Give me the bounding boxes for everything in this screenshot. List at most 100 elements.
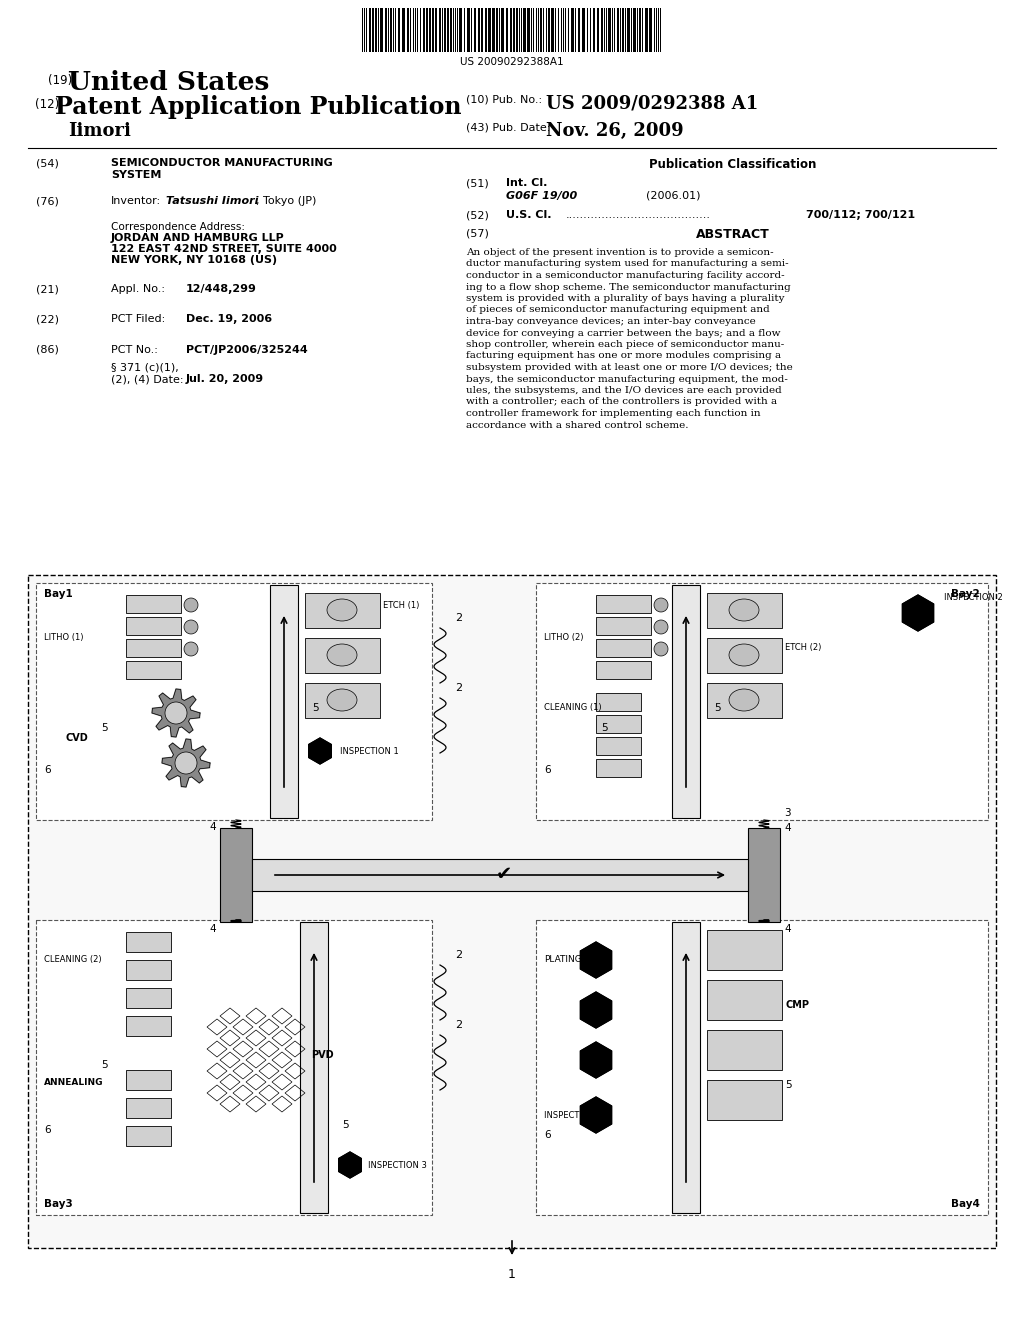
Bar — [597, 8, 599, 51]
Text: Correspondence Address:: Correspondence Address: — [111, 222, 245, 232]
Bar — [707, 1030, 782, 1071]
Bar — [220, 828, 252, 921]
Bar — [492, 8, 495, 51]
Bar — [126, 1126, 171, 1146]
Bar — [474, 8, 476, 51]
Text: Iimori: Iimori — [68, 121, 131, 140]
Bar — [523, 8, 526, 51]
Text: SEMICONDUCTOR MANUFACTURING: SEMICONDUCTOR MANUFACTURING — [111, 158, 333, 168]
Bar — [506, 8, 508, 51]
Bar — [622, 8, 624, 51]
Circle shape — [654, 642, 668, 656]
Text: 6: 6 — [544, 766, 551, 775]
Bar — [596, 639, 651, 657]
Text: 6: 6 — [544, 1130, 551, 1140]
Text: 5: 5 — [785, 1080, 792, 1090]
FancyBboxPatch shape — [536, 583, 988, 820]
Text: (57): (57) — [466, 228, 488, 238]
Ellipse shape — [729, 599, 759, 620]
Bar — [126, 987, 171, 1008]
Text: (21): (21) — [36, 284, 58, 294]
Bar — [540, 8, 542, 51]
Text: ETCH (1): ETCH (1) — [383, 601, 420, 610]
Bar — [596, 737, 641, 755]
Bar — [305, 682, 380, 718]
Text: INSPECTION 3: INSPECTION 3 — [368, 1160, 427, 1170]
Bar — [582, 8, 585, 51]
Bar — [596, 661, 651, 678]
Text: 5: 5 — [714, 704, 721, 713]
Bar — [488, 8, 490, 51]
Text: , Tokyo (JP): , Tokyo (JP) — [256, 195, 316, 206]
Bar — [527, 8, 530, 51]
Bar — [435, 8, 437, 51]
Text: subsystem provided with at least one or more I/O devices; the: subsystem provided with at least one or … — [466, 363, 793, 372]
Bar — [672, 585, 700, 818]
Bar — [126, 661, 181, 678]
Polygon shape — [339, 1152, 361, 1177]
Bar — [126, 960, 171, 979]
Text: (52): (52) — [466, 210, 488, 220]
Bar — [596, 595, 651, 612]
Text: intra-bay conveyance devices; an inter-bay conveyance: intra-bay conveyance devices; an inter-b… — [466, 317, 756, 326]
Text: (10) Pub. No.:: (10) Pub. No.: — [466, 95, 542, 106]
Bar — [407, 8, 409, 51]
Bar — [748, 828, 780, 921]
Polygon shape — [581, 1097, 611, 1133]
Text: An object of the present invention is to provide a semicon-: An object of the present invention is to… — [466, 248, 773, 257]
Text: U.S. Cl.: U.S. Cl. — [506, 210, 552, 220]
Text: CVD: CVD — [66, 733, 89, 743]
Circle shape — [184, 598, 198, 612]
Text: ........................................: ........................................ — [566, 210, 711, 220]
Bar — [478, 8, 480, 51]
Text: 2: 2 — [455, 950, 462, 960]
Polygon shape — [152, 689, 200, 737]
Text: ANNEALING: ANNEALING — [44, 1078, 103, 1086]
Bar — [126, 616, 181, 635]
Text: controller framework for implementing each function in: controller framework for implementing ea… — [466, 409, 761, 418]
Text: 5: 5 — [312, 704, 318, 713]
Text: LITHO (2): LITHO (2) — [544, 634, 584, 642]
Bar — [578, 8, 580, 51]
Text: accordance with a shared control scheme.: accordance with a shared control scheme. — [466, 421, 688, 429]
Bar — [126, 595, 181, 612]
Bar — [593, 8, 595, 51]
Text: CLEANING (2): CLEANING (2) — [44, 954, 101, 964]
Text: 2: 2 — [455, 612, 462, 623]
Text: (12): (12) — [35, 98, 59, 111]
Ellipse shape — [327, 644, 357, 667]
Text: (19): (19) — [48, 74, 73, 87]
Bar — [707, 638, 782, 673]
Text: INSPECTION 2: INSPECTION 2 — [944, 593, 1002, 602]
Bar — [447, 8, 449, 51]
Text: ✔: ✔ — [496, 866, 512, 884]
Bar — [601, 8, 603, 51]
Text: Appl. No.:: Appl. No.: — [111, 284, 165, 294]
Bar — [305, 638, 380, 673]
Bar — [369, 8, 371, 51]
Bar — [608, 8, 611, 51]
Text: § 371 (c)(1),: § 371 (c)(1), — [111, 362, 179, 372]
Bar — [390, 8, 392, 51]
Bar — [372, 8, 374, 51]
Bar — [501, 8, 504, 51]
Text: Nov. 26, 2009: Nov. 26, 2009 — [546, 121, 684, 140]
Bar — [649, 8, 652, 51]
Text: 5: 5 — [101, 723, 108, 733]
Polygon shape — [581, 993, 611, 1028]
Polygon shape — [581, 1041, 611, 1078]
Bar — [126, 1071, 171, 1090]
Text: Bay3: Bay3 — [44, 1199, 73, 1209]
Polygon shape — [902, 595, 934, 631]
Bar — [627, 8, 630, 51]
FancyBboxPatch shape — [36, 920, 432, 1214]
Circle shape — [184, 642, 198, 656]
Bar — [707, 1080, 782, 1119]
Bar — [596, 616, 651, 635]
Text: 4: 4 — [784, 822, 791, 833]
Text: INSPECTION 1: INSPECTION 1 — [340, 747, 398, 755]
Text: 700/112; 700/121: 700/112; 700/121 — [806, 210, 915, 220]
Text: (54): (54) — [36, 158, 58, 168]
Polygon shape — [309, 738, 331, 764]
Text: Bay2: Bay2 — [951, 589, 980, 599]
